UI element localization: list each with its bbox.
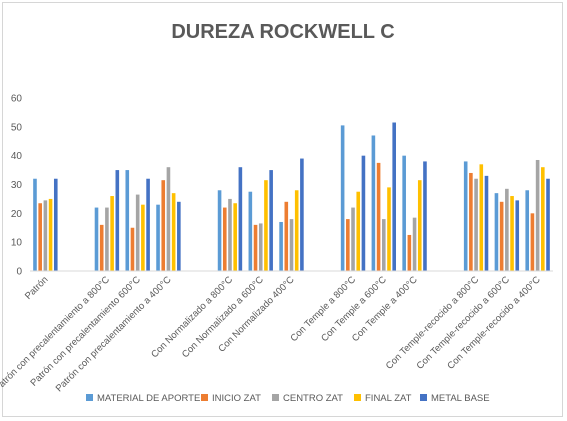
- chart-title: DUREZA ROCKWELL C: [171, 21, 394, 43]
- bar-inicio-zat: [407, 234, 412, 271]
- bar-centro-zat: [505, 188, 509, 271]
- bar-final-zat: [264, 180, 268, 271]
- bar-centro-zat: [351, 207, 355, 271]
- bar-inicio-zat: [284, 201, 289, 271]
- bar-material-de-aporte: [463, 161, 468, 271]
- x-tick-label: Patrón: [23, 274, 51, 302]
- bar-material-de-aporte: [217, 190, 222, 271]
- bar-final-zat: [510, 196, 514, 271]
- legend-label: METAL BASE: [431, 393, 490, 404]
- y-tick-label: 60: [11, 94, 23, 105]
- bar-final-zat: [233, 203, 237, 271]
- bar-material-de-aporte: [494, 193, 499, 271]
- y-tick-label: 20: [11, 209, 23, 220]
- bar-final-zat: [294, 190, 299, 271]
- bars: [33, 122, 550, 272]
- bar-inicio-zat: [469, 172, 473, 271]
- legend-label: INICIO ZAT: [212, 393, 261, 404]
- x-tick-label: Patrón con precalentamiento a 800°C: [0, 274, 112, 394]
- bar-inicio-zat: [253, 224, 258, 271]
- bar-inicio-zat: [499, 201, 504, 271]
- bar-final-zat: [479, 164, 484, 271]
- bar-inicio-zat: [99, 224, 104, 271]
- legend-swatch: [420, 394, 427, 401]
- bar-material-de-aporte: [371, 135, 376, 271]
- legend-label: MATERIAL DE APORTE: [97, 393, 200, 404]
- x-tick-label: Patrón con precalentamiento a 400°C: [54, 274, 174, 394]
- bar-centro-zat: [258, 223, 263, 271]
- bar-metal-base: [115, 170, 120, 271]
- bar-material-de-aporte: [156, 204, 160, 271]
- legend-label: FINAL ZAT: [365, 393, 412, 404]
- bar-inicio-zat: [376, 162, 381, 272]
- y-tick-label: 10: [11, 238, 23, 249]
- bar-final-zat: [417, 180, 422, 271]
- bar-inicio-zat: [222, 207, 227, 271]
- bar-centro-zat: [105, 207, 109, 271]
- bar-material-de-aporte: [402, 155, 406, 271]
- bar-centro-zat: [412, 217, 417, 271]
- bar-metal-base: [146, 178, 150, 271]
- bar-inicio-zat: [161, 180, 166, 271]
- x-tick-label: Patrón con precalentamiento 600°C: [29, 274, 143, 388]
- bar-metal-base: [484, 175, 489, 271]
- bar-metal-base: [361, 155, 366, 271]
- y-tick-label: 50: [11, 122, 23, 133]
- bar-centro-zat: [535, 159, 540, 271]
- bar-inicio-zat: [130, 227, 135, 271]
- bar-material-de-aporte: [279, 221, 283, 271]
- bar-final-zat: [141, 204, 145, 271]
- bar-centro-zat: [474, 178, 478, 271]
- bar-inicio-zat: [346, 219, 350, 271]
- bar-final-zat: [171, 193, 176, 271]
- legend-swatch: [272, 394, 279, 401]
- bar-material-de-aporte: [33, 178, 37, 271]
- bar-final-zat: [356, 191, 361, 271]
- bar-metal-base: [515, 200, 520, 271]
- y-tick-label: 40: [11, 151, 23, 162]
- bar-centro-zat: [43, 200, 48, 271]
- legend: MATERIAL DE APORTE INICIO ZAT CENTRO ZAT FI…: [86, 393, 490, 404]
- bar-material-de-aporte: [125, 170, 130, 271]
- y-tick-label: 0: [16, 267, 22, 278]
- y-axis: 0 10 20 30 40 50 60: [11, 94, 23, 278]
- bar-metal-base: [238, 167, 243, 271]
- bar-material-de-aporte: [94, 207, 99, 271]
- bar-centro-zat: [166, 167, 171, 271]
- y-tick-label: 30: [11, 180, 23, 191]
- bar-final-zat: [110, 196, 114, 271]
- bar-material-de-aporte: [248, 191, 253, 271]
- bar-inicio-zat: [38, 203, 42, 271]
- bar-metal-base: [53, 178, 58, 271]
- bar-centro-zat: [135, 194, 140, 271]
- bar-metal-base: [177, 201, 181, 271]
- legend-swatch: [86, 394, 93, 401]
- bar-final-zat: [387, 187, 391, 271]
- bar-metal-base: [546, 178, 550, 271]
- bar-final-zat: [541, 167, 545, 271]
- bar-material-de-aporte: [525, 190, 530, 271]
- legend-swatch: [201, 394, 208, 401]
- bar-metal-base: [269, 170, 273, 271]
- bar-centro-zat: [381, 219, 386, 271]
- bar-inicio-zat: [530, 213, 535, 271]
- bar-metal-base: [392, 122, 396, 271]
- bar-material-de-aporte: [340, 125, 345, 271]
- bar-metal-base: [423, 161, 427, 271]
- bar-centro-zat: [289, 219, 294, 271]
- legend-label: CENTRO ZAT: [283, 393, 343, 404]
- bar-centro-zat: [228, 198, 232, 271]
- legend-swatch: [354, 394, 361, 401]
- bar-final-zat: [48, 198, 53, 271]
- bar-metal-base: [300, 158, 304, 271]
